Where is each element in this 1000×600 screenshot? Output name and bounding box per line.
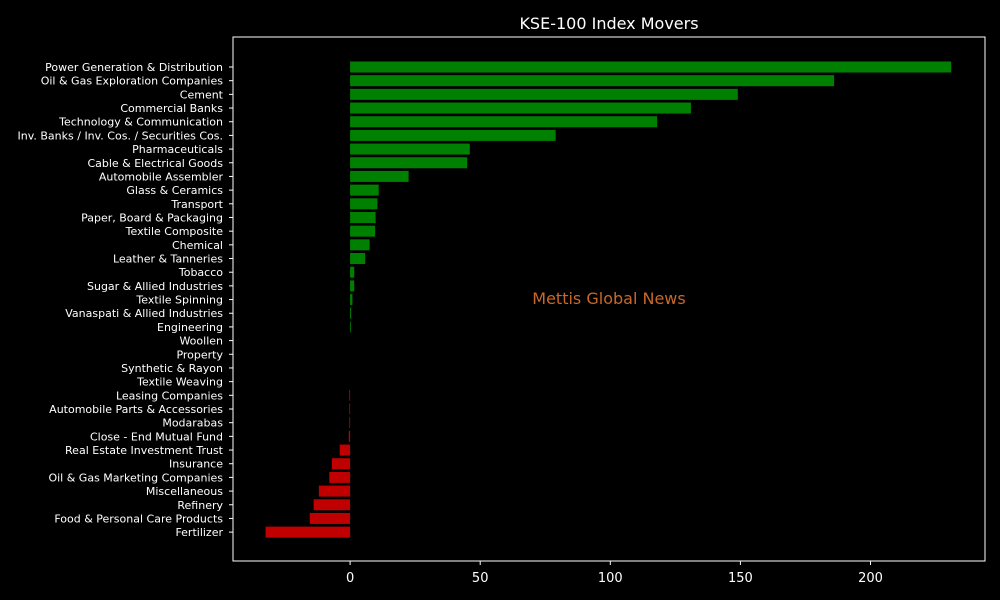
bar <box>350 116 658 128</box>
bar <box>350 266 355 278</box>
bar <box>350 294 353 306</box>
bar <box>318 485 351 497</box>
category-label: Woollen <box>179 335 223 348</box>
bar <box>350 211 376 223</box>
bar <box>350 184 379 196</box>
bar <box>350 129 556 141</box>
category-label: Inv. Banks / Inv. Cos. / Securities Cos. <box>18 129 223 142</box>
bar <box>265 526 351 538</box>
bar <box>350 198 378 210</box>
x-tick-label: 150 <box>728 571 753 586</box>
bar <box>331 458 351 470</box>
category-label: Leasing Companies <box>116 389 223 402</box>
bar <box>349 403 351 415</box>
category-label: Oil & Gas Exploration Companies <box>41 75 224 88</box>
category-label: Automobile Parts & Accessories <box>49 403 223 416</box>
x-tick-label: 0 <box>346 571 354 586</box>
category-label: Synthetic & Rayon <box>121 362 223 375</box>
category-label: Power Generation & Distribution <box>45 61 223 74</box>
bar <box>309 512 351 524</box>
bar <box>350 157 468 169</box>
category-label: Commercial Banks <box>120 102 223 115</box>
bar <box>313 499 351 511</box>
category-label: Chemical <box>172 239 223 252</box>
bar <box>350 102 691 114</box>
x-tick-label: 50 <box>472 571 489 586</box>
category-label: Automobile Assembler <box>99 170 224 183</box>
category-label: Textile Composite <box>125 225 224 238</box>
bar <box>350 239 370 251</box>
bar <box>350 280 355 292</box>
category-label: Glass & Ceramics <box>126 184 223 197</box>
chart-title: KSE-100 Index Movers <box>519 14 698 33</box>
bar <box>350 307 352 319</box>
category-label: Food & Personal Care Products <box>54 512 223 525</box>
category-label: Textile Weaving <box>136 376 223 389</box>
category-label: Leather & Tanneries <box>113 253 223 266</box>
bar <box>350 321 351 333</box>
bar <box>349 389 351 401</box>
category-label: Pharmaceuticals <box>132 143 223 156</box>
bar <box>348 430 351 442</box>
category-label: Technology & Communication <box>58 116 223 129</box>
category-label: Miscellaneous <box>146 485 223 498</box>
bar <box>350 143 470 155</box>
category-label: Engineering <box>157 321 223 334</box>
category-label: Close - End Mutual Fund <box>90 430 223 443</box>
bars-group <box>265 61 952 538</box>
plot-area-frame <box>232 36 986 562</box>
bar <box>350 61 952 73</box>
bar <box>329 471 351 483</box>
bar <box>350 170 409 182</box>
category-label: Refinery <box>177 499 223 512</box>
category-label: Insurance <box>169 458 223 471</box>
category-label: Tobacco <box>178 266 223 279</box>
category-label: Vanaspati & Allied Industries <box>65 307 223 320</box>
category-label: Paper, Board & Packaging <box>81 211 223 224</box>
category-label: Transport <box>170 198 223 211</box>
category-label: Real Estate Investment Trust <box>65 444 224 457</box>
category-label: Textile Spinning <box>135 294 223 307</box>
x-axis: 0 50 100 150 200 <box>346 561 883 586</box>
category-label: Oil & Gas Marketing Companies <box>48 471 223 484</box>
category-label: Property <box>176 348 223 361</box>
bar <box>350 88 738 100</box>
bar <box>350 225 376 237</box>
bar <box>339 444 351 456</box>
bar <box>350 253 366 265</box>
bar <box>350 75 835 87</box>
category-label: Cement <box>180 88 224 101</box>
category-label: Sugar & Allied Industries <box>87 280 223 293</box>
watermark-text: Mettis Global News <box>532 289 685 308</box>
bar <box>349 417 351 429</box>
category-label: Cable & Electrical Goods <box>87 157 223 170</box>
category-label: Modarabas <box>162 417 223 430</box>
x-tick-label: 200 <box>858 571 883 586</box>
category-label: Fertilizer <box>175 526 223 539</box>
x-tick-label: 100 <box>598 571 623 586</box>
